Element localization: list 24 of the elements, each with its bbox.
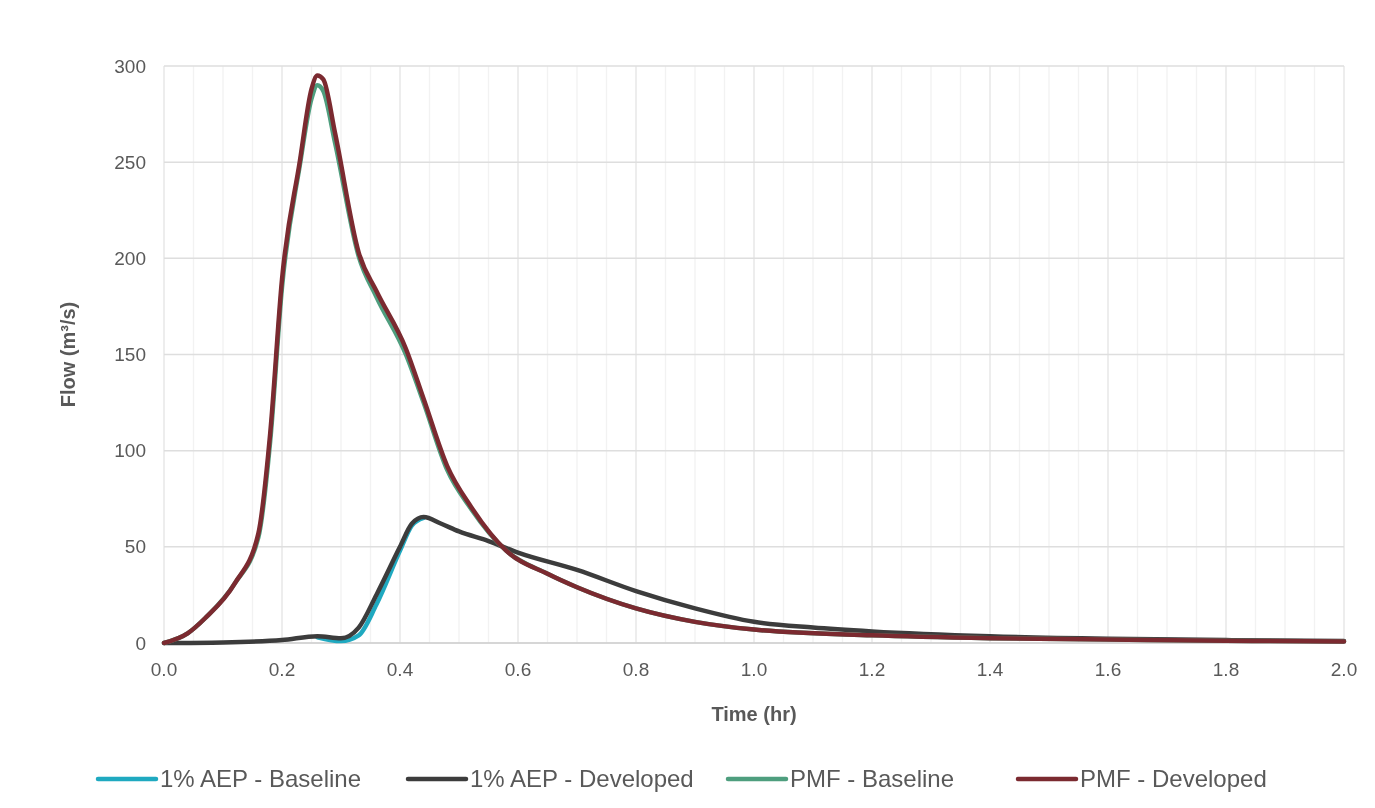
y-axis-title: Flow (m³/s) <box>57 301 79 408</box>
x-tick-label: 1.4 <box>976 659 1004 680</box>
y-tick-label: 100 <box>114 440 146 462</box>
x-tick-label: 1.2 <box>858 659 886 680</box>
x-tick-label: 0.8 <box>622 659 650 680</box>
x-tick-label: 0.6 <box>504 659 532 680</box>
x-axis-title: Time (hr) <box>711 703 797 725</box>
legend-label: PMF - Baseline <box>790 765 955 793</box>
y-tick-label: 0 <box>135 632 146 654</box>
legend-label: 1% AEP - Baseline <box>160 765 362 793</box>
x-tick-label: 0.4 <box>386 659 414 680</box>
x-tick-label: 1.6 <box>1094 659 1122 680</box>
x-tick-label: 0.0 <box>150 659 178 680</box>
legend-label: PMF - Developed <box>1080 765 1267 793</box>
x-tick-label: 1.0 <box>740 659 768 680</box>
y-tick-label: 250 <box>114 151 146 173</box>
y-tick-label: 300 <box>114 55 146 77</box>
y-tick-label: 150 <box>114 344 146 366</box>
x-tick-label: 1.8 <box>1212 659 1240 680</box>
y-tick-label: 50 <box>124 536 146 558</box>
legend-label: 1% AEP - Developed <box>470 765 694 793</box>
y-tick-label: 200 <box>114 247 146 269</box>
x-tick-label: 2.0 <box>1330 659 1358 680</box>
x-tick-label: 0.2 <box>268 659 296 680</box>
